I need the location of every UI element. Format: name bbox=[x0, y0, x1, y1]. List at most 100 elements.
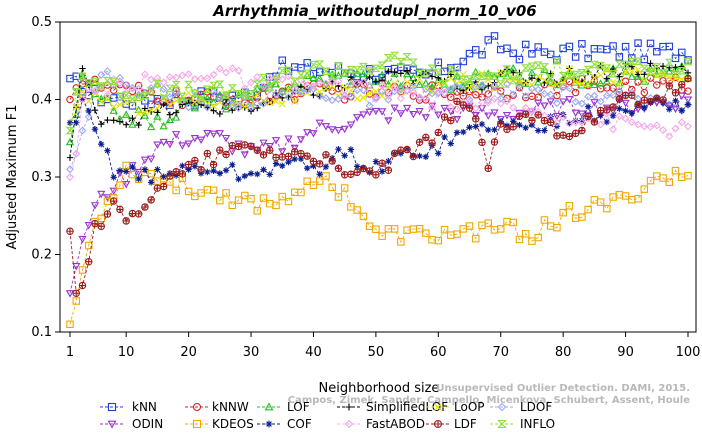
legend-label: LDOF bbox=[520, 400, 552, 414]
data-point bbox=[509, 218, 517, 227]
data-point bbox=[91, 126, 99, 133]
data-point bbox=[434, 80, 442, 88]
data-point bbox=[465, 84, 474, 92]
legend-label: LDF bbox=[454, 417, 477, 431]
legend-item-kdeos: KDEOS bbox=[185, 417, 254, 431]
data-point bbox=[372, 78, 380, 85]
data-point bbox=[515, 55, 524, 64]
data-point bbox=[147, 106, 155, 114]
data-point bbox=[677, 92, 686, 101]
data-point bbox=[290, 96, 299, 104]
data-point bbox=[621, 77, 630, 85]
data-point bbox=[203, 94, 212, 102]
data-point bbox=[303, 81, 312, 90]
data-point bbox=[528, 116, 536, 125]
legend-item-cof: COF bbox=[257, 417, 312, 431]
data-point bbox=[384, 95, 393, 104]
data-point bbox=[559, 44, 567, 53]
data-point bbox=[577, 99, 586, 108]
data-point bbox=[172, 186, 180, 195]
data-point bbox=[371, 107, 381, 116]
data-point bbox=[378, 87, 387, 96]
data-point bbox=[571, 97, 580, 106]
data-point bbox=[415, 69, 425, 78]
data-point bbox=[340, 125, 349, 134]
data-point bbox=[670, 70, 681, 78]
data-point bbox=[147, 155, 156, 164]
data-point bbox=[452, 68, 462, 77]
data-point bbox=[290, 87, 299, 96]
data-point bbox=[371, 64, 381, 73]
x-tick-label: 40 bbox=[305, 345, 322, 360]
data-point bbox=[460, 128, 467, 136]
data-point bbox=[283, 66, 294, 75]
data-point bbox=[128, 84, 137, 93]
data-point bbox=[116, 101, 124, 109]
data-point bbox=[135, 121, 142, 129]
data-point bbox=[185, 166, 192, 173]
data-point bbox=[665, 82, 674, 90]
data-point bbox=[290, 77, 300, 86]
data-point bbox=[71, 88, 81, 96]
data-point bbox=[165, 73, 174, 81]
data-point bbox=[91, 219, 99, 228]
data-point bbox=[215, 64, 224, 73]
data-point bbox=[465, 77, 474, 85]
data-point bbox=[129, 163, 136, 171]
data-point bbox=[134, 84, 143, 93]
data-point bbox=[153, 104, 161, 112]
data-point bbox=[216, 170, 224, 177]
data-point bbox=[658, 69, 668, 77]
data-point bbox=[596, 79, 605, 87]
data-point bbox=[408, 58, 418, 67]
data-point bbox=[646, 122, 655, 131]
series-ldof bbox=[66, 67, 692, 174]
data-point bbox=[98, 120, 105, 128]
data-point bbox=[652, 63, 662, 71]
data-point bbox=[371, 95, 380, 104]
data-point bbox=[615, 53, 624, 61]
data-point bbox=[278, 100, 286, 108]
data-point bbox=[427, 64, 437, 73]
data-point bbox=[653, 47, 661, 56]
data-point bbox=[209, 186, 218, 195]
data-point bbox=[540, 116, 549, 125]
data-point bbox=[296, 71, 306, 79]
data-point bbox=[409, 73, 418, 81]
data-point bbox=[552, 118, 561, 127]
data-point bbox=[384, 166, 393, 174]
data-point bbox=[472, 91, 480, 99]
data-point bbox=[190, 74, 199, 83]
data-point bbox=[615, 86, 624, 95]
data-point bbox=[122, 121, 130, 128]
legend-label: LOF bbox=[287, 400, 310, 414]
data-point bbox=[478, 81, 486, 90]
data-point bbox=[446, 103, 455, 111]
data-point bbox=[484, 36, 492, 44]
data-point bbox=[147, 179, 155, 186]
data-point bbox=[171, 131, 181, 139]
data-point bbox=[527, 107, 536, 116]
data-point bbox=[384, 92, 393, 100]
data-point bbox=[677, 118, 686, 127]
data-point bbox=[602, 91, 611, 100]
data-point bbox=[66, 227, 74, 236]
data-point bbox=[609, 65, 617, 73]
data-point bbox=[272, 153, 280, 162]
legend-label: kNN bbox=[132, 400, 157, 414]
data-point bbox=[490, 138, 499, 146]
data-point bbox=[602, 104, 611, 113]
data-point bbox=[553, 132, 561, 140]
data-point bbox=[503, 44, 511, 53]
data-point bbox=[97, 222, 105, 231]
data-point bbox=[153, 184, 162, 192]
data-point bbox=[253, 99, 262, 108]
data-point bbox=[377, 108, 387, 116]
data-point bbox=[184, 140, 193, 148]
data-point bbox=[453, 97, 461, 106]
data-point bbox=[471, 82, 480, 91]
data-point bbox=[134, 105, 143, 114]
data-point bbox=[110, 103, 118, 111]
data-point bbox=[221, 91, 231, 100]
data-point bbox=[615, 112, 624, 121]
